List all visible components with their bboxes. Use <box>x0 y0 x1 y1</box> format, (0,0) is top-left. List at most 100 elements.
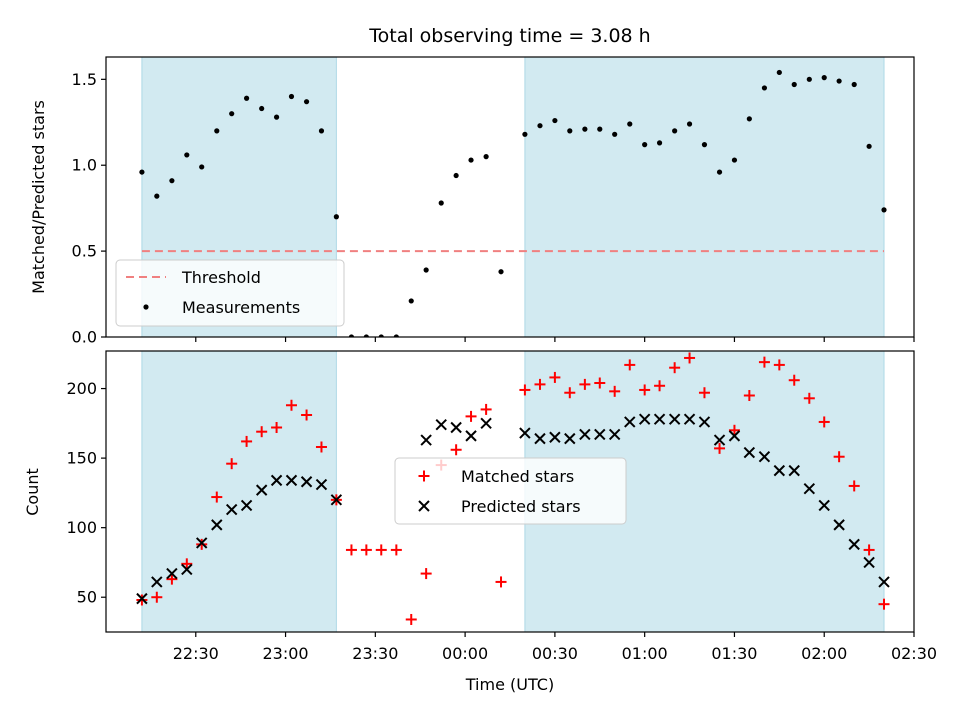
point-measurements-45 <box>806 76 812 82</box>
point-measurements-1 <box>139 169 145 175</box>
point-predicted-stars-12 <box>300 476 313 488</box>
point-predicted-stars-32 <box>698 416 711 428</box>
point-predicted-stars-20 <box>519 427 531 439</box>
axes-frame <box>105 350 915 633</box>
point-measurements-4 <box>184 152 190 158</box>
y-tick-label: 0.5 <box>72 242 97 261</box>
point-measurements-47 <box>836 78 842 84</box>
y-tick-label: 1.0 <box>72 156 97 175</box>
point-measurements-18 <box>393 334 399 337</box>
point-matched-stars-2 <box>151 591 163 603</box>
point-predicted-stars-1 <box>136 592 148 605</box>
point-predicted-stars-37 <box>773 464 786 477</box>
point-measurements-16 <box>363 334 369 337</box>
point-predicted-stars-8 <box>240 499 253 512</box>
point-measurements-25 <box>498 269 504 275</box>
point-predicted-stars-4 <box>181 563 193 576</box>
point-matched-stars-30 <box>579 378 591 390</box>
point-predicted-stars-30 <box>668 413 681 425</box>
point-measurements-24 <box>483 154 489 160</box>
point-predicted-stars-13 <box>315 478 328 491</box>
y-tick-label: 1.5 <box>72 70 97 89</box>
point-measurements-39 <box>716 169 723 175</box>
axes-frame <box>105 56 915 338</box>
point-predicted-stars-41 <box>833 519 845 531</box>
point-matched-stars-50 <box>878 598 890 610</box>
point-measurements-5 <box>199 164 205 170</box>
point-matched-stars-19 <box>405 613 417 625</box>
legend-matched-swatch <box>418 470 430 482</box>
point-measurements-29 <box>567 128 573 134</box>
point-matched-stars-13 <box>315 441 327 453</box>
point-measurements-40 <box>731 157 738 163</box>
point-predicted-stars-10 <box>270 474 283 487</box>
point-matched-stars-44 <box>788 374 800 386</box>
point-matched-stars-32 <box>609 385 621 397</box>
point-predicted-stars-11 <box>285 474 298 487</box>
y-tick-label: 0.0 <box>72 328 97 347</box>
point-measurements-10 <box>273 114 280 120</box>
point-matched-stars-29 <box>564 387 576 399</box>
point-measurements-11 <box>288 93 295 100</box>
point-measurements-15 <box>348 334 355 337</box>
shaded-interval-2 <box>524 56 885 338</box>
point-matched-stars-22 <box>450 444 462 456</box>
point-matched-stars-11 <box>285 399 297 411</box>
point-predicted-stars-38 <box>788 464 800 477</box>
point-predicted-stars-2 <box>151 576 163 588</box>
point-predicted-stars-17 <box>450 421 462 434</box>
point-predicted-stars-35 <box>743 446 756 459</box>
point-matched-stars-38 <box>698 387 710 399</box>
point-measurements-7 <box>229 111 235 117</box>
point-measurements-33 <box>627 121 633 127</box>
point-measurements-20 <box>423 267 429 273</box>
point-measurements-17 <box>378 334 384 337</box>
x-tick-label: 23:30 <box>352 644 398 663</box>
y-tick-label: 150 <box>66 449 97 468</box>
y-tick-label: 200 <box>66 379 97 398</box>
point-measurements-43 <box>776 69 782 76</box>
point-matched-stars-37 <box>684 352 696 364</box>
shaded-interval-1 <box>141 350 337 633</box>
point-measurements-34 <box>642 142 648 148</box>
point-measurements-37 <box>686 121 693 127</box>
point-matched-stars-3 <box>166 573 178 585</box>
point-matched-stars-42 <box>758 356 770 368</box>
point-measurements-8 <box>243 95 250 101</box>
point-predicted-stars-29 <box>653 413 666 425</box>
point-measurements-21 <box>438 200 444 206</box>
point-predicted-stars-7 <box>225 503 238 516</box>
point-measurements-36 <box>672 128 678 134</box>
point-predicted-stars-19 <box>480 417 492 430</box>
point-measurements-12 <box>303 99 310 105</box>
point-measurements-32 <box>612 131 618 137</box>
point-predicted-stars-3 <box>166 567 178 580</box>
point-predicted-stars-42 <box>848 538 860 551</box>
point-predicted-stars-15 <box>420 434 432 446</box>
point-matched-stars-47 <box>833 451 845 463</box>
top-panel-ratio: 0.0 0.5 1.0 1.5 Threshold Measurements <box>72 56 915 347</box>
point-predicted-stars-18 <box>465 430 477 442</box>
point-matched-stars-10 <box>271 422 283 434</box>
point-predicted-stars-24 <box>579 428 591 441</box>
x-tick-label: 00:00 <box>442 644 488 663</box>
point-measurements-22 <box>453 172 459 179</box>
point-measurements-19 <box>408 298 414 304</box>
point-matched-stars-24 <box>480 403 492 415</box>
point-measurements-30 <box>582 126 588 132</box>
bottom-panel-counts: 50 100 150 200 22:30 23:00 23:30 00:00 00:30 01:0… <box>66 350 937 663</box>
point-predicted-stars-43 <box>863 556 875 569</box>
x-tick-label: 23:00 <box>263 644 309 663</box>
x-tick-label: 22:30 <box>173 644 219 663</box>
point-measurements-3 <box>169 178 175 184</box>
x-tick-label: 02:30 <box>891 644 937 663</box>
point-measurements-48 <box>851 81 857 88</box>
point-matched-stars-27 <box>534 378 546 390</box>
point-measurements-35 <box>656 140 663 146</box>
point-matched-stars-34 <box>639 384 651 396</box>
point-predicted-stars-44 <box>878 576 890 588</box>
legend-top: Threshold Measurements <box>115 259 345 327</box>
point-measurements-23 <box>468 157 474 163</box>
point-matched-stars-36 <box>669 362 681 374</box>
point-predicted-stars-23 <box>564 432 576 445</box>
